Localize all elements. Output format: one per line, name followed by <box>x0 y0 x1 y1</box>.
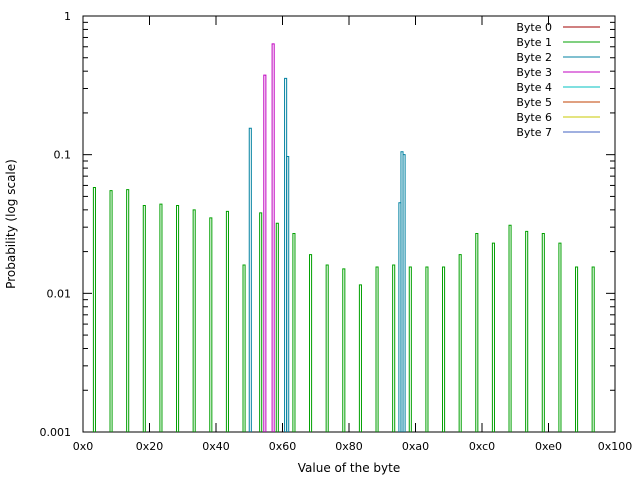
data-spike <box>309 254 313 432</box>
data-spike <box>242 264 246 432</box>
x-tick-label: 0x0 <box>73 440 94 453</box>
data-spike <box>408 266 412 432</box>
data-spike <box>159 203 163 432</box>
legend-label: Byte 7 <box>516 126 552 139</box>
x-axis-ticks: 0x0 0x20 0x40 0x60 0x80 0xa0 0xc0 0xe0 0x100 <box>73 16 633 453</box>
data-spike <box>525 230 529 432</box>
x-tick-label: 0xc0 <box>469 440 495 453</box>
x-axis-label: Value of the byte <box>298 461 400 475</box>
data-spike <box>575 266 579 432</box>
data-spike <box>342 268 346 432</box>
data-spike <box>558 242 562 432</box>
data-spike <box>325 264 329 432</box>
legend-label: Byte 5 <box>516 96 552 109</box>
data-spike <box>109 190 113 432</box>
data-spike <box>126 189 130 432</box>
data-spike <box>176 204 180 432</box>
x-tick-label: 0x100 <box>598 440 633 453</box>
data-spike <box>375 266 379 432</box>
series-layer <box>92 43 595 432</box>
data-spike <box>491 242 495 432</box>
data-spike <box>92 186 96 432</box>
data-spike <box>263 74 267 432</box>
y-tick-label: 0.01 <box>47 287 72 300</box>
data-spike <box>475 233 479 432</box>
data-spike <box>541 233 545 432</box>
data-spike <box>142 204 146 432</box>
legend-label: Byte 2 <box>516 51 552 64</box>
data-spike <box>209 217 213 432</box>
data-spike <box>442 266 446 432</box>
data-spike <box>508 224 512 432</box>
data-spike <box>292 233 296 432</box>
x-tick-label: 0x40 <box>202 440 230 453</box>
data-spike <box>225 210 229 432</box>
data-spike <box>286 156 290 432</box>
data-spike <box>248 127 252 432</box>
legend-label: Byte 4 <box>516 81 552 94</box>
data-spike <box>271 43 275 432</box>
legend-label: Byte 1 <box>516 36 552 49</box>
legend-label: Byte 0 <box>516 21 552 34</box>
data-spike <box>358 284 362 432</box>
data-spike <box>392 264 396 432</box>
y-tick-label: 0.001 <box>40 426 72 439</box>
data-spike <box>591 266 595 432</box>
y-axis-ticks: 0.001 0.01 0.1 1 <box>40 10 615 439</box>
y-tick-label: 1 <box>64 10 71 23</box>
data-spike <box>402 154 406 432</box>
y-tick-label: 0.1 <box>54 149 72 162</box>
data-spike <box>425 266 429 432</box>
data-spike <box>192 209 196 432</box>
series-2 <box>248 77 406 432</box>
y-axis-label: Probability (log scale) <box>4 159 18 289</box>
legend-label: Byte 6 <box>516 111 552 124</box>
x-tick-label: 0xa0 <box>402 440 429 453</box>
x-tick-label: 0xe0 <box>535 440 562 453</box>
x-tick-label: 0x80 <box>335 440 363 453</box>
legend-label: Byte 3 <box>516 66 552 79</box>
x-tick-label: 0x20 <box>136 440 164 453</box>
series-3 <box>263 43 275 432</box>
data-spike <box>259 212 263 432</box>
x-tick-label: 0x60 <box>269 440 297 453</box>
series-1 <box>92 186 595 432</box>
data-spike <box>275 222 279 432</box>
legend: Byte 0 Byte 1 Byte 2 Byte 3 Byte 4 Byte 5 Byte… <box>516 21 600 139</box>
data-spike <box>458 254 462 432</box>
